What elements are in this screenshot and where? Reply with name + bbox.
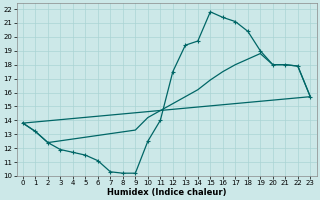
X-axis label: Humidex (Indice chaleur): Humidex (Indice chaleur)	[107, 188, 226, 197]
